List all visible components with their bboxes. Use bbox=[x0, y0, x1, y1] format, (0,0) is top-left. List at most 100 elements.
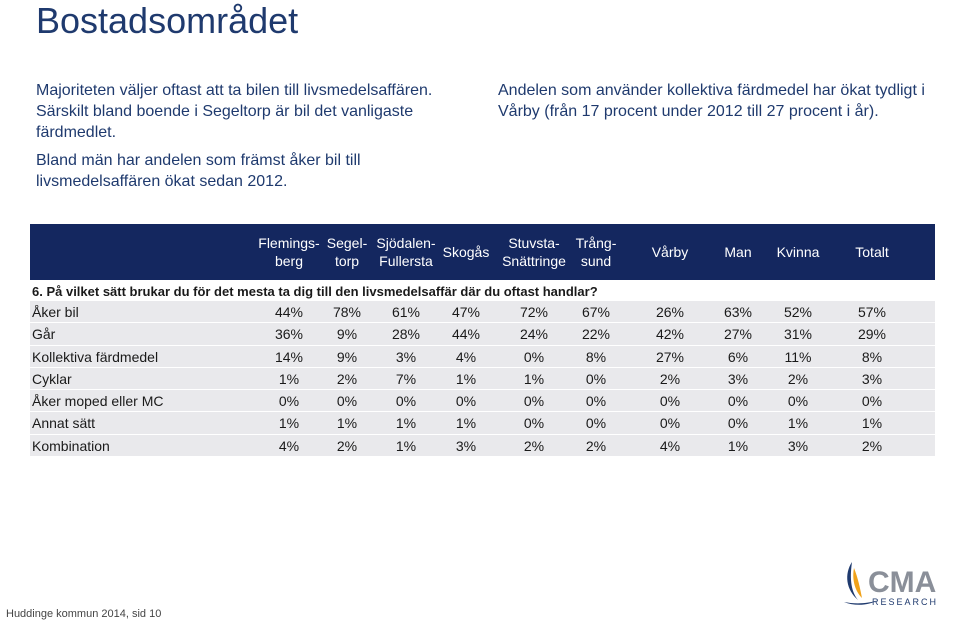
table-cell: 1% bbox=[395, 415, 417, 432]
column-header-line1: Totalt bbox=[855, 244, 889, 260]
table-cell: 2% bbox=[336, 437, 358, 454]
table-cell: 8% bbox=[585, 348, 607, 365]
table-cell: 44% bbox=[451, 326, 481, 343]
table-cell: 1% bbox=[395, 437, 417, 454]
table-cell: 52% bbox=[783, 304, 813, 320]
column-header: Segel-torp bbox=[302, 224, 392, 280]
column-header-line1: Sjödalen- bbox=[376, 235, 436, 251]
page-title: Bostadsområdet bbox=[36, 0, 299, 41]
table-cell: 4% bbox=[659, 437, 681, 454]
table-cell: 0% bbox=[585, 415, 607, 432]
table-row: Åker bil 44% 78% 61% 47% 72% 67% 26% 63% 52% 57% bbox=[30, 301, 935, 324]
table-cell: 67% bbox=[581, 304, 611, 320]
table-cell: 14% bbox=[274, 348, 304, 365]
column-header: Skogås bbox=[421, 224, 511, 280]
column-header-line1: Trång- bbox=[575, 235, 617, 251]
table-cell: 3% bbox=[727, 370, 749, 387]
table-cell: 1% bbox=[727, 437, 749, 454]
table-cell: 9% bbox=[336, 348, 358, 365]
row-label: Kombination bbox=[32, 437, 110, 454]
column-header: Totalt bbox=[827, 224, 917, 280]
footer-text: Huddinge kommun 2014, sid 10 bbox=[6, 608, 162, 620]
table-cell: 47% bbox=[451, 304, 481, 320]
table-cell: 0% bbox=[659, 393, 681, 410]
row-label: Kollektiva färdmedel bbox=[32, 348, 159, 365]
column-header: Trång-sund bbox=[551, 224, 641, 280]
row-label: Annat sätt bbox=[32, 415, 96, 432]
table-cell: 78% bbox=[332, 304, 362, 320]
right-paragraph-1: Andelen som använder kollektiva färdmede… bbox=[498, 82, 925, 120]
table-cell: 31% bbox=[783, 326, 813, 343]
table-cell: 72% bbox=[519, 304, 549, 320]
table-cell: 27% bbox=[723, 326, 753, 343]
column-header-line2: torp bbox=[334, 253, 360, 269]
table-cell: 3% bbox=[787, 437, 809, 454]
column-header-line1: Segel- bbox=[326, 235, 368, 251]
table-cell: 0% bbox=[585, 393, 607, 410]
column-header-line2: Snättringe bbox=[502, 253, 566, 269]
table-cell: 28% bbox=[391, 326, 421, 343]
sail-icon bbox=[844, 562, 878, 605]
table-row: Går 36% 9% 28% 44% 24% 22% 42% 27% 31% 29% bbox=[30, 323, 935, 346]
table-cell: 3% bbox=[395, 348, 417, 365]
table-cell: 1% bbox=[278, 415, 300, 432]
table-cell: 1% bbox=[523, 370, 545, 387]
table-cell: 27% bbox=[655, 348, 685, 365]
table-cell: 8% bbox=[861, 348, 883, 365]
table-cell: 2% bbox=[585, 437, 607, 454]
table-cell: 11% bbox=[784, 348, 812, 365]
column-header-line1: Stuvsta- bbox=[508, 235, 560, 251]
table-cell: 63% bbox=[723, 304, 753, 320]
column-header-line1: Kvinna bbox=[776, 244, 820, 260]
table-row: Cyklar 1% 2% 7% 1% 1% 0% 2% 3% 2% 3% bbox=[30, 367, 935, 391]
table-body: Åker bil 44% 78% 61% 47% 72% 67% 26% 63% 52% 57% Gå… bbox=[30, 301, 935, 458]
table-cell: 57% bbox=[857, 304, 887, 320]
column-header-line1: Vårby bbox=[651, 244, 689, 260]
table-cell: 4% bbox=[278, 437, 300, 454]
logo-wordmark: CMA bbox=[868, 566, 936, 599]
table-cell: 0% bbox=[278, 393, 300, 410]
row-label: Går bbox=[32, 326, 56, 343]
table-cell: 0% bbox=[727, 393, 749, 410]
table-cell: 24% bbox=[519, 326, 549, 343]
column-header: Sjödalen- Fullersta bbox=[361, 224, 451, 280]
table-cell: 0% bbox=[861, 393, 883, 410]
table-cell: 2% bbox=[787, 370, 809, 387]
table-cell: 4% bbox=[455, 348, 477, 365]
table-cell: 9% bbox=[336, 326, 358, 343]
table-cell: 2% bbox=[523, 437, 545, 454]
table-cell: 2% bbox=[659, 370, 681, 387]
table-cell: 0% bbox=[585, 370, 607, 387]
column-header-line2: Fullersta bbox=[379, 253, 433, 269]
row-label: Åker moped eller MC bbox=[32, 393, 164, 410]
table-header: Flemings-berg Segel-torp Sjödalen- Fullerst… bbox=[30, 224, 935, 280]
table-row: Åker moped eller MC 0% 0% 0% 0% 0% 0% 0% 0% 0% 0% bbox=[30, 390, 935, 413]
table-cell: 22% bbox=[581, 326, 611, 343]
table-cell: 44% bbox=[274, 304, 304, 320]
row-label: Cyklar bbox=[32, 370, 72, 387]
table-cell: 0% bbox=[395, 393, 417, 410]
table-cell: 1% bbox=[278, 370, 300, 387]
cma-logo: CMA RESEARCH bbox=[844, 562, 938, 607]
table-row: Kombination 4% 2% 1% 3% 2% 2% 4% 1% 3% 2% bbox=[30, 434, 935, 458]
results-table: Flemings-berg Segel-torp Sjödalen- Fullerst… bbox=[30, 224, 935, 458]
table-cell: 0% bbox=[727, 415, 749, 432]
table-cell: 3% bbox=[455, 437, 477, 454]
table-cell: 1% bbox=[336, 415, 358, 432]
logo-subtitle: RESEARCH bbox=[872, 597, 938, 607]
table-cell: 0% bbox=[455, 393, 477, 410]
left-paragraph-1: Majoriteten väljer oftast att ta bilen t… bbox=[36, 82, 433, 141]
table-cell: 0% bbox=[659, 415, 681, 432]
column-header: Kvinna bbox=[753, 224, 843, 280]
column-header: Flemings-berg bbox=[244, 224, 334, 280]
table-row: Annat sätt 1% 1% 1% 1% 0% 0% 0% 0% 1% 1% bbox=[30, 412, 935, 435]
question-text: 6. På vilket sätt brukar du för det mest… bbox=[32, 284, 598, 299]
table-cell: 3% bbox=[861, 370, 883, 387]
table-cell: 0% bbox=[523, 348, 545, 365]
table-cell: 6% bbox=[727, 348, 749, 365]
table-cell: 1% bbox=[455, 415, 477, 432]
table-cell: 2% bbox=[861, 437, 883, 454]
table-cell: 61% bbox=[391, 304, 421, 320]
column-header-line2: berg bbox=[274, 253, 304, 269]
table-cell: 29% bbox=[857, 326, 887, 343]
